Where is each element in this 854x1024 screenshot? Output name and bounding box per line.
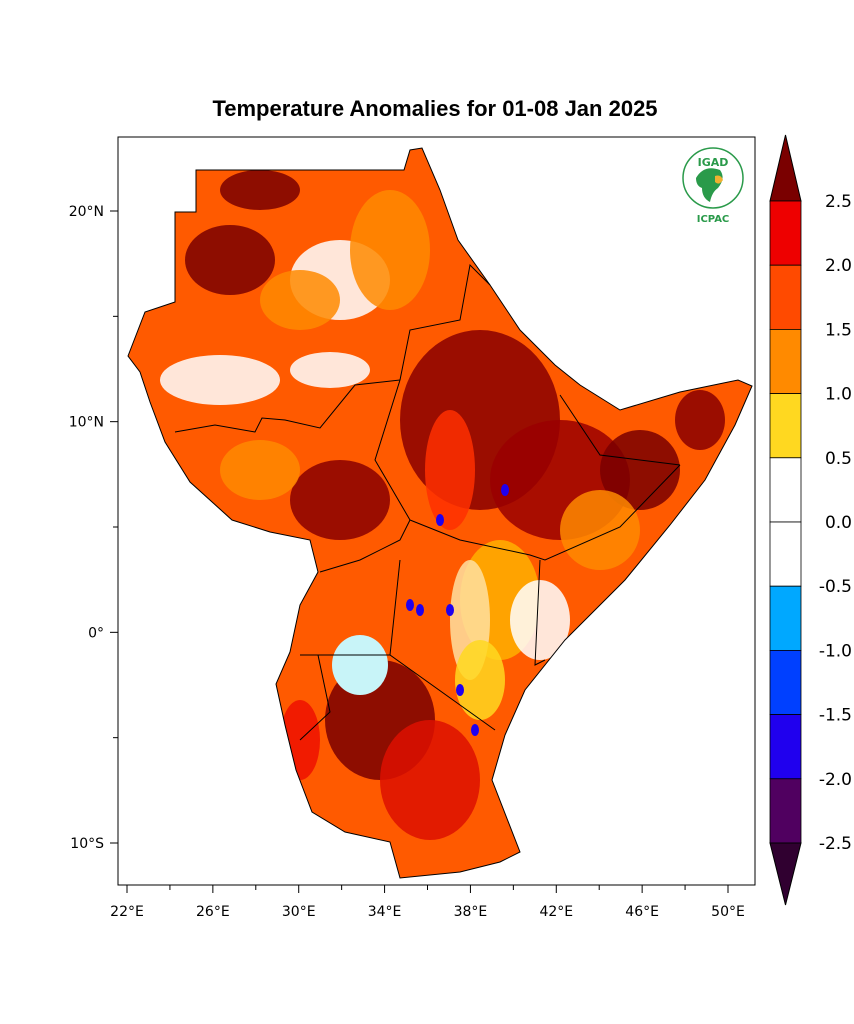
colorbar-swatch [769, 264, 802, 330]
anomaly-patch [290, 352, 370, 388]
map-title: Temperature Anomalies for 01-08 Jan 2025 [212, 96, 658, 121]
lon-label: 30°E [282, 904, 316, 920]
colorbar-swatch [769, 714, 802, 780]
land-fill [128, 148, 752, 878]
colorbar-label: 2.0 [825, 256, 852, 276]
colorbar-swatch [769, 585, 802, 651]
anomaly-patch [220, 440, 300, 500]
lake-victoria [332, 635, 388, 695]
coastline [127, 147, 753, 879]
lon-label: 38°E [454, 904, 488, 920]
anomaly-patch [510, 580, 570, 660]
colorbar-label: -0.5 [819, 577, 852, 597]
cold-spot [456, 684, 464, 696]
anomaly-patch [425, 410, 475, 530]
country-border [299, 654, 331, 741]
anomaly-patch [220, 170, 300, 210]
anomaly-patch [185, 225, 275, 295]
lon-label: 46°E [625, 904, 659, 920]
lat-label: 10°S [70, 836, 104, 852]
colorbar-swatch [769, 328, 802, 394]
lon-label: 26°E [196, 904, 230, 920]
colorbar-label: 0.5 [825, 449, 852, 469]
cold-spot [406, 599, 414, 611]
country-border [319, 379, 411, 573]
lon-label: 22°E [110, 904, 144, 920]
anomaly-patch [350, 190, 430, 310]
country-border [399, 263, 491, 381]
anomaly-patch [675, 390, 725, 450]
logo-icpac-text: ICPAC [697, 214, 730, 225]
colorbar-swatch [769, 393, 802, 459]
lat-label: 20°N [69, 204, 104, 220]
colorbar: 2.5 2.0 1.5 1.0 0.5 0.0 -0.5 -1.0 -1.5 -2.0 -2.5 [769, 134, 852, 906]
anomaly-patch [380, 720, 480, 840]
anomaly-patch [260, 270, 340, 330]
lat-label: 0° [88, 625, 104, 641]
country-border [389, 559, 401, 656]
colorbar-swatch [769, 521, 802, 587]
colorbar-swatch [769, 457, 802, 523]
colorbar-label: -1.5 [819, 706, 852, 726]
colorbar-top-arrow [769, 134, 802, 202]
colorbar-label: -1.0 [819, 641, 852, 661]
colorbar-swatch [769, 200, 802, 266]
colorbar-label: 2.5 [825, 192, 852, 212]
colorbar-label: -2.5 [819, 834, 852, 854]
anomaly-patch [160, 355, 280, 405]
country-border [409, 464, 681, 561]
anomaly-patch [600, 430, 680, 510]
country-border [559, 394, 681, 466]
axis-ticks: 20°N 10°N 0° 10°S 22°E 26°E 30°E 34°E 38°E 42°E 46… [69, 204, 745, 920]
colorbar-swatch [769, 650, 802, 716]
logo-horn-icon [715, 175, 723, 184]
colorbar-label: -2.0 [819, 770, 852, 790]
cold-spot [446, 604, 454, 616]
colorbar-bottom-arrow [769, 842, 802, 906]
country-border [174, 379, 401, 433]
cold-spot [436, 514, 444, 526]
anomaly-patch [455, 640, 505, 720]
colorbar-swatch [769, 778, 802, 844]
lon-label: 50°E [711, 904, 745, 920]
cold-spot [501, 484, 509, 496]
colorbar-label: 1.5 [825, 320, 852, 340]
country-border [534, 559, 546, 666]
colorbar-label: 0.0 [825, 513, 852, 533]
colorbar-label: 1.0 [825, 385, 852, 405]
anomaly-patch [560, 490, 640, 570]
lon-label: 42°E [539, 904, 573, 920]
country-borders [174, 263, 681, 741]
anomaly-field [127, 147, 753, 879]
anomaly-patch [290, 460, 390, 540]
lon-label: 34°E [368, 904, 402, 920]
lat-label: 10°N [69, 415, 104, 431]
logo-igad-text: IGAD [698, 156, 729, 169]
cold-spot [471, 724, 479, 736]
icpac-logo: IGAD ICPAC [682, 147, 744, 225]
cold-spot [416, 604, 424, 616]
